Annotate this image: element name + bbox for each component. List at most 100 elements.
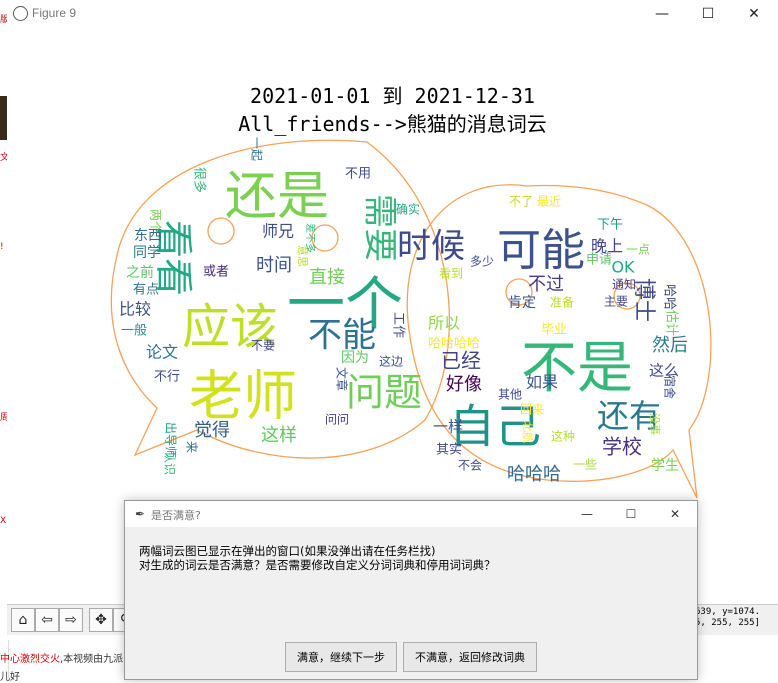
wordcloud-word: 工作 [391, 312, 406, 338]
wordcloud-word: 所以 [428, 314, 460, 333]
wordcloud-word: 有点 [133, 283, 159, 298]
wordcloud-word: 一些 [573, 458, 597, 472]
dialog-close-button[interactable]: ✕ [669, 507, 681, 521]
wordcloud-word: 自己 [449, 400, 541, 454]
wordcloud-word: 认识 [163, 451, 177, 475]
satisfied-continue-button[interactable]: 满意，继续下一步 [285, 642, 397, 672]
dialog-maximize-button[interactable]: ☐ [625, 507, 637, 521]
bg-fragment: 版 [0, 15, 8, 25]
wordcloud-words: 一个不是还是老师应该自己不能可能看看问题时候需要还有博士学校已经好像这样觉得哈哈… [119, 137, 688, 485]
bg-fragment: 文 [0, 153, 8, 163]
wordcloud-word: 比较 [119, 300, 151, 319]
bg-caption-text: ,本视频由九派 [60, 654, 124, 665]
background-caption: 中心激烈交火,本视频由九派 [0, 650, 123, 665]
dialog-message-line2: 对生成的词云是否满意？是否需要修改自定义分词词典和停用词词典？ [139, 558, 496, 572]
wordcloud-word: 主要 [604, 295, 628, 309]
wordcloud-word: 北航 [521, 421, 535, 443]
wordcloud-word: 看看 [152, 220, 196, 296]
wordcloud-word: 一起 [250, 137, 264, 161]
close-button[interactable]: ✕ [748, 6, 760, 22]
figure-titlebar: Figure 9 — ☐ ✕ [7, 0, 778, 28]
wordcloud-word: 不行 [154, 370, 180, 385]
wordcloud-word: 如果 [526, 373, 558, 392]
wordcloud-word: 觉得 [194, 420, 230, 441]
wordcloud-word: 没事 [648, 413, 661, 435]
not-satisfied-return-button[interactable]: 不满意，返回修改词典 [403, 642, 537, 672]
wordcloud-word: 多少 [470, 255, 494, 269]
bg-caption-red[interactable]: 中心激烈交火 [0, 654, 60, 665]
wordcloud-word: 因为 [341, 350, 369, 366]
dialog-message-line1: 两幅词云图已显示在弹出的窗口(如果没弹出请在任务栏找) [139, 544, 436, 558]
wordcloud-word: 还是 [225, 167, 329, 227]
right-bubble-outline [406, 184, 712, 499]
wordcloud-word: 文章 [335, 367, 350, 391]
wordcloud-word: 之前 [126, 264, 154, 281]
wordcloud-canvas: 一个不是还是老师应该自己不能可能看看问题时候需要还有博士学校已经好像这样觉得哈哈… [110, 137, 712, 499]
wordcloud-word: 宿舍 [663, 375, 678, 399]
pan-icon[interactable]: ✥ [89, 608, 113, 632]
bg-thumbnail [0, 96, 7, 140]
wordcloud-word: 一个 [287, 270, 403, 338]
bubble-hole [505, 278, 533, 306]
bg-fragment: ! [0, 242, 4, 252]
dialog-minimize-button[interactable]: — [581, 507, 593, 521]
wordcloud-title-line1: 2021-01-01 到 2021-12-31 [250, 84, 535, 108]
wordcloud-word: 两个 [149, 209, 163, 233]
wordcloud-word: OK [611, 258, 635, 277]
wordcloud-word: 下午 [597, 218, 623, 233]
wordcloud-word: 肯定 [508, 295, 536, 311]
wordcloud-word: 通知 [612, 278, 636, 292]
wordcloud-word: 不能 [308, 316, 376, 356]
wordcloud-title-line2: All_friends-->熊猫的消息词云 [238, 112, 547, 136]
wordcloud-word: 准备 [550, 296, 574, 310]
speech-bubbles-outline [110, 139, 712, 499]
feather-icon: ✒ [135, 507, 146, 521]
wordcloud-word: 时间 [256, 255, 292, 276]
wordcloud-word: 这么 [649, 362, 679, 380]
wordcloud-word: 老师 [189, 365, 297, 428]
wordcloud-word: 还有 [597, 397, 661, 435]
wordcloud-word: 不用 [345, 167, 371, 182]
wordcloud-word: 不了 [509, 195, 533, 209]
home-icon[interactable]: ⌂ [11, 608, 35, 632]
wordcloud-word: 来 [185, 441, 199, 453]
wordcloud-word: 直接 [309, 267, 345, 288]
wordcloud-word: 意思 [296, 245, 310, 267]
wordcloud-word: 哈哈哈 [507, 464, 561, 485]
coord-line1: 639, y=1074. [695, 607, 761, 617]
wordcloud-word: 这种 [551, 429, 575, 444]
coordinate-readout: 639, y=1074. 5, 255, 255] [695, 607, 760, 629]
wordcloud-word: 需要 [360, 194, 400, 262]
wordcloud-word: 估计 [664, 310, 679, 336]
wordcloud-word: 时候 [397, 227, 465, 267]
bubble-hole [613, 282, 641, 310]
wordcloud-word: 可能 [497, 225, 585, 276]
wordcloud-word: 学校 [602, 435, 642, 459]
wordcloud-word: 看到 [439, 267, 463, 281]
back-icon[interactable]: ⇦ [35, 608, 59, 632]
dialog-titlebar: ✒ 是否满意? — ☐ ✕ [125, 501, 697, 527]
wordcloud-word: 已经 [441, 349, 481, 373]
wordcloud-word: 哈哈 [662, 284, 677, 310]
figure-title: Figure 9 [32, 6, 77, 20]
wordcloud-word: 晚上 [591, 237, 623, 256]
wordcloud-word: 一般 [121, 323, 147, 339]
maximize-button[interactable]: ☐ [701, 6, 715, 22]
wordcloud-word: 东西 [134, 228, 162, 244]
matplotlib-icon [13, 6, 28, 21]
forward-icon[interactable]: ⇨ [59, 608, 83, 632]
wordcloud-word: 学生 [651, 458, 679, 474]
wordcloud-word: 问问 [325, 413, 349, 427]
wordcloud-word: 师兄 [262, 222, 294, 241]
bg-fragment: X [0, 516, 7, 526]
wordcloud-word: 不过 [528, 274, 564, 295]
coord-line2: 5, 255, 255] [695, 618, 761, 628]
wordcloud-word: 好像 [446, 374, 482, 395]
confirm-dialog: ✒ 是否满意? — ☐ ✕ 两幅词云图已显示在弹出的窗口(如果没弹出请在任务栏找… [124, 500, 698, 680]
wordcloud-word: 不会 [458, 459, 482, 473]
wordcloud-word: 申请 [586, 253, 612, 268]
wordcloud-word: 不是 [521, 336, 633, 401]
bg-fragment: 周 [0, 413, 8, 423]
minimize-button[interactable]: — [655, 6, 669, 22]
bubble-hole [207, 217, 235, 245]
